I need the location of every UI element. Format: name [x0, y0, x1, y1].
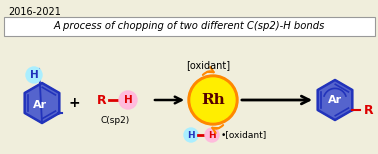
- Circle shape: [191, 78, 235, 122]
- Text: Ar: Ar: [33, 100, 47, 110]
- Circle shape: [119, 91, 137, 109]
- Text: Ar: Ar: [328, 95, 342, 105]
- Text: Rh: Rh: [201, 93, 225, 107]
- Text: 2016-2021: 2016-2021: [8, 7, 61, 17]
- Text: •[oxidant]: •[oxidant]: [221, 130, 267, 140]
- Circle shape: [188, 75, 238, 125]
- Text: C(sp2): C(sp2): [101, 116, 130, 125]
- Circle shape: [184, 128, 198, 142]
- Circle shape: [205, 128, 219, 142]
- Text: R: R: [97, 93, 107, 107]
- Polygon shape: [318, 80, 352, 120]
- Polygon shape: [25, 83, 59, 123]
- Text: H: H: [124, 95, 132, 105]
- Circle shape: [26, 67, 42, 83]
- Text: [oxidant]: [oxidant]: [186, 60, 230, 70]
- Text: A process of chopping of two different C(sp2)-H bonds: A process of chopping of two different C…: [53, 21, 325, 31]
- Text: R: R: [364, 103, 374, 116]
- Text: H: H: [208, 130, 216, 140]
- Text: H: H: [187, 130, 195, 140]
- Text: +: +: [68, 96, 80, 110]
- FancyBboxPatch shape: [3, 16, 375, 36]
- Text: H: H: [29, 70, 39, 80]
